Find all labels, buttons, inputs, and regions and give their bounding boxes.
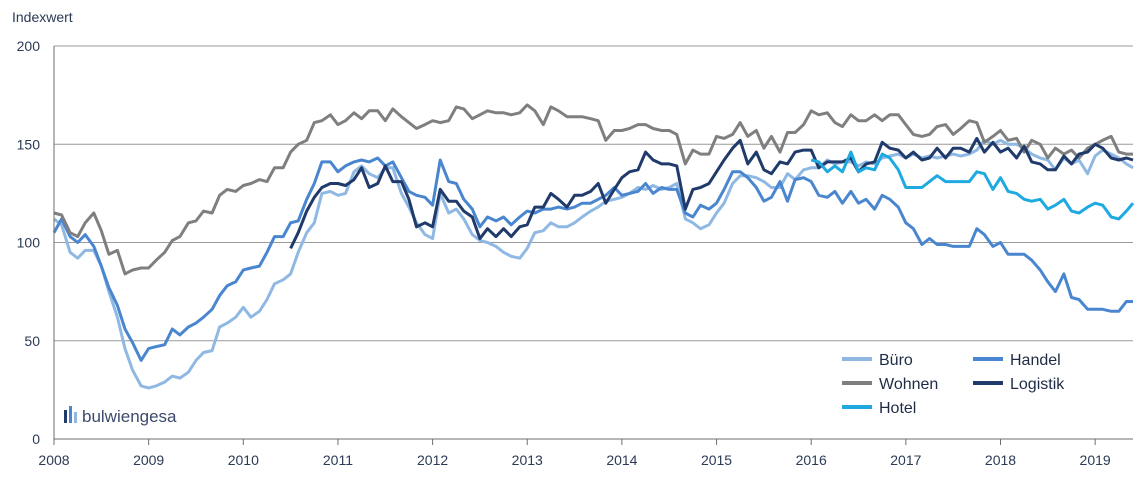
legend-label: Logistik: [1010, 376, 1065, 393]
x-tick-label: 2010: [228, 452, 259, 468]
bulwiengesa-logo: bulwiengesa: [64, 406, 177, 426]
x-tick-label: 2018: [985, 452, 1016, 468]
series-line-büro: [53, 138, 1134, 390]
series-line-handel: [52, 156, 1133, 362]
y-tick-labels: 0 50 100 150 200: [17, 38, 41, 447]
series-line-wohnen: [53, 103, 1133, 276]
x-tick-label: 2019: [1080, 452, 1111, 468]
x-tick-label: 2012: [417, 452, 448, 468]
x-tick-labels: 2008 2009 2010 2011 2012 2013 2014 2015 2016 2017…: [38, 439, 1111, 468]
x-tick-label: 2014: [606, 452, 637, 468]
x-tick-label: 2009: [133, 452, 164, 468]
y-tick-label: 50: [24, 333, 40, 349]
series-line-hotel: [810, 150, 1135, 221]
y-tick-label: 0: [32, 431, 40, 447]
legend: Büro Handel Wohnen Logistik Hotel: [842, 352, 1065, 417]
legend-label: Hotel: [879, 400, 916, 417]
legend-label: Büro: [879, 352, 913, 369]
grid-lines: [54, 45, 1133, 342]
x-tick-label: 2016: [796, 452, 827, 468]
legend-label: Handel: [1010, 352, 1061, 369]
y-axis-title: Indexwert: [12, 9, 73, 25]
x-tick-label: 2013: [512, 452, 543, 468]
series-line-logistik: [289, 136, 1134, 250]
legend-label: Wohnen: [879, 376, 938, 393]
y-tick-label: 150: [17, 136, 41, 152]
y-tick-label: 100: [17, 235, 41, 251]
axes: [53, 46, 1133, 440]
series-lines: [52, 103, 1135, 390]
y-tick-label: 200: [17, 38, 41, 54]
x-tick-label: 2017: [890, 452, 921, 468]
x-tick-label: 2008: [38, 452, 69, 468]
logo-text: bulwiengesa: [82, 407, 177, 426]
x-tick-label: 2015: [701, 452, 732, 468]
x-tick-label: 2011: [323, 452, 353, 468]
